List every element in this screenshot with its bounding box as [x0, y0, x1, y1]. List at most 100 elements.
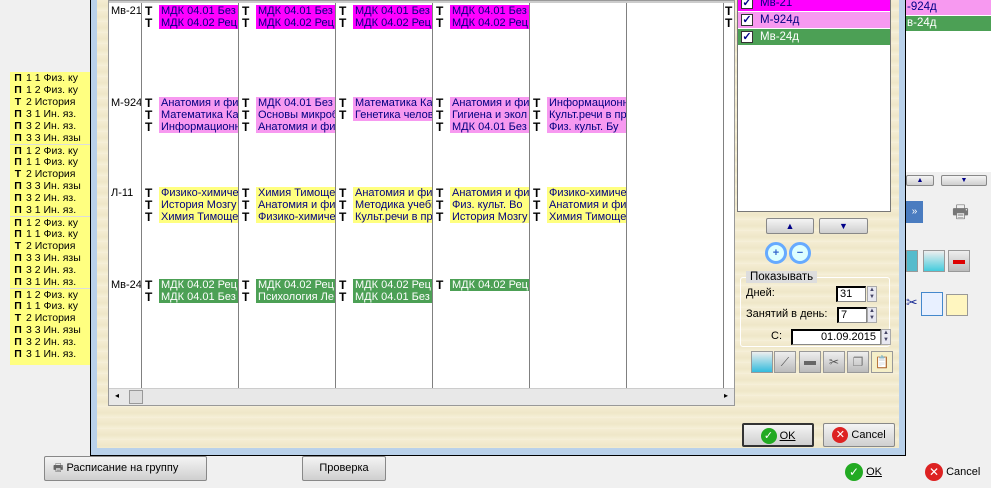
list-item[interactable]: П 3 1 Ин. яз. [10, 108, 90, 120]
list-item[interactable]: П 3 3 Ин. язы [10, 180, 90, 192]
lesson-cell[interactable]: МДК 04.01 Без [256, 97, 335, 109]
list-up-button[interactable]: ▲ [766, 218, 814, 234]
list-item[interactable]: П 3 2 Ин. яз. [10, 192, 90, 204]
lesson-cell[interactable]: МДК 04.01 Без [450, 121, 529, 133]
lessons-input[interactable]: 7 [837, 307, 867, 323]
list-item[interactable]: Т 2 История [10, 96, 90, 108]
lesson-cell[interactable]: Методика учебі [353, 199, 432, 211]
lesson-cell[interactable]: Химия Тимоще [256, 187, 335, 199]
bg-up-button[interactable]: ▲ [906, 175, 934, 186]
printer-icon[interactable]: 🖶 [952, 202, 969, 222]
lesson-cell[interactable]: Психология Ле [256, 291, 335, 303]
lesson-cell[interactable]: Гигиена и экол [450, 109, 529, 121]
checkbox[interactable]: ✓ [741, 0, 753, 9]
list-item[interactable]: П 1 2 Физ. ку [10, 288, 90, 301]
list-item[interactable]: П 1 1 Физ. ку [10, 228, 90, 240]
lesson-cell[interactable]: Культ.речи в пр [353, 211, 432, 223]
lesson-cell[interactable]: МДК 04.01 Без [159, 291, 238, 303]
scroll-right-arrow[interactable]: ▸ [723, 391, 728, 400]
lesson-cell[interactable]: Физико-химиче [547, 187, 626, 199]
lesson-cell[interactable]: Информационн [159, 121, 238, 133]
lesson-cell[interactable]: Анатомия и физ [547, 199, 626, 211]
scroll-thumb[interactable] [129, 390, 143, 404]
left-lesson-list[interactable]: П 1 1 Физ. ку П 1 2 Физ. ку Т 2 История П 3 1 И… [10, 72, 90, 365]
scroll-left-arrow[interactable]: ◂ [115, 391, 120, 400]
lesson-cell[interactable]: МДК 04.01 Без [450, 5, 529, 17]
check-button[interactable]: Проверка [302, 456, 386, 481]
lesson-cell[interactable]: МДК 04.02 Рец [256, 17, 335, 29]
list-item[interactable]: Т 2 История [10, 312, 90, 324]
expand-icon[interactable]: » [906, 201, 923, 223]
bg-paste-icon[interactable] [946, 294, 968, 316]
group-checklist[interactable]: ✓ Мв-21 ✓ М-924д ✓ Мв-24д [737, 0, 891, 212]
from-date-spinner[interactable]: ▲ ▼ [881, 329, 891, 345]
lesson-cell[interactable]: Анатомия и физ [256, 121, 335, 133]
main-cancel-button[interactable]: ✕ Cancel [925, 463, 980, 482]
lesson-cell[interactable]: Математика Ка [159, 109, 238, 121]
group-checklist-item[interactable]: ✓ Мв-24д [738, 29, 890, 46]
list-item[interactable]: П 3 1 Ин. яз. [10, 204, 90, 216]
bg-list-item[interactable]: -924д [906, 0, 991, 15]
lesson-cell[interactable]: Генетика челов [353, 109, 432, 121]
lesson-cell[interactable]: Физико-химиче [159, 187, 238, 199]
group-checklist-item[interactable]: ✓ М-924д [738, 12, 890, 29]
list-item[interactable]: П 3 2 Ин. яз. [10, 336, 90, 348]
lesson-cell[interactable]: МДК 04.02 Рец [450, 279, 529, 291]
lesson-cell[interactable]: Химия Тимоще [159, 211, 238, 223]
list-item[interactable]: Т 2 История [10, 168, 90, 180]
lesson-cell[interactable]: Физ. культ. Бу [547, 121, 626, 133]
list-item[interactable]: П 1 1 Физ. ку [10, 72, 90, 84]
zoom-in-icon[interactable]: + [765, 242, 787, 264]
lesson-cell[interactable]: МДК 04.01 Без [353, 291, 432, 303]
bg-copy-icon[interactable] [921, 292, 943, 316]
days-input[interactable]: 31 [836, 286, 866, 302]
bg-down-button[interactable]: ▼ [941, 175, 987, 186]
paste-icon[interactable]: 📋 [871, 351, 893, 373]
delete-lesson-icon[interactable] [799, 351, 821, 373]
list-item[interactable]: П 3 2 Ин. яз. [10, 264, 90, 276]
main-ok-button[interactable]: ✓ OK [845, 463, 882, 482]
zoom-out-icon[interactable]: − [789, 242, 811, 264]
lesson-cell[interactable]: Химия Тимоще [547, 211, 626, 223]
list-item[interactable]: П 3 3 Ин. язы [10, 252, 90, 264]
lesson-cell[interactable]: Математика Ка [353, 97, 432, 109]
edit-lesson-icon[interactable]: ⟋ [774, 351, 796, 373]
list-item[interactable]: П 3 1 Ин. яз. [10, 276, 90, 288]
lesson-cell[interactable]: МДК 04.02 Рец [450, 17, 529, 29]
list-item[interactable]: П 1 1 Физ. ку [10, 156, 90, 168]
lesson-cell[interactable]: История Мозгу [159, 199, 238, 211]
add-lesson-icon[interactable] [751, 351, 773, 373]
lesson-cell[interactable]: Физико-химиче [256, 211, 335, 223]
list-item[interactable]: П 3 1 Ин. яз. [10, 348, 90, 360]
lesson-cell[interactable]: МДК 04.01 Без [353, 5, 432, 17]
schedule-grid[interactable]: Мв-21 Т МДК 04.01 Без Т МДК 04.02 Рец Т МДК 04… [108, 0, 735, 406]
dialog-ok-button[interactable]: ✓ OK [742, 423, 814, 447]
lesson-cell[interactable]: Физ. культ. Во [450, 199, 529, 211]
list-item[interactable]: П 1 2 Физ. ку [10, 84, 90, 96]
lesson-cell[interactable]: Анатомия и физ [159, 97, 238, 109]
lesson-cell[interactable]: Основы микроб [256, 109, 335, 121]
lesson-cell[interactable]: Анатомия и физ [450, 187, 529, 199]
bg-list-item[interactable]: в-24д [906, 16, 991, 31]
lesson-cell[interactable]: Анатомия и физ [450, 97, 529, 109]
from-date-input[interactable]: 01.09.2015 [791, 329, 881, 345]
checkbox[interactable]: ✓ [741, 31, 753, 43]
lesson-cell[interactable]: Культ.речи в пр [547, 109, 626, 121]
lesson-cell[interactable]: Анатомия и физ [353, 187, 432, 199]
lesson-cell[interactable]: История Мозгу [450, 211, 529, 223]
cut-icon[interactable]: ✂ [823, 351, 845, 373]
background-group-list[interactable]: -924д в-24д [906, 0, 991, 172]
lesson-cell[interactable]: МДК 04.01 Без [256, 5, 335, 17]
lessons-spinner[interactable]: ▲ ▼ [867, 307, 877, 323]
bg-edit-icon[interactable] [923, 250, 945, 272]
list-down-button[interactable]: ▼ [819, 218, 868, 234]
lesson-cell[interactable]: Анатомия и физ [256, 199, 335, 211]
checkbox[interactable]: ✓ [741, 14, 753, 26]
list-item[interactable]: П 3 3 Ин. язы [10, 132, 90, 144]
list-item[interactable]: П 3 2 Ин. яз. [10, 120, 90, 132]
lesson-cell[interactable]: МДК 04.02 Рец [159, 279, 238, 291]
lesson-cell[interactable]: МДК 04.02 Рец [159, 17, 238, 29]
list-item[interactable]: Т 2 История [10, 240, 90, 252]
days-spinner[interactable]: ▲ ▼ [867, 286, 877, 302]
lesson-cell[interactable]: Информационн [547, 97, 626, 109]
